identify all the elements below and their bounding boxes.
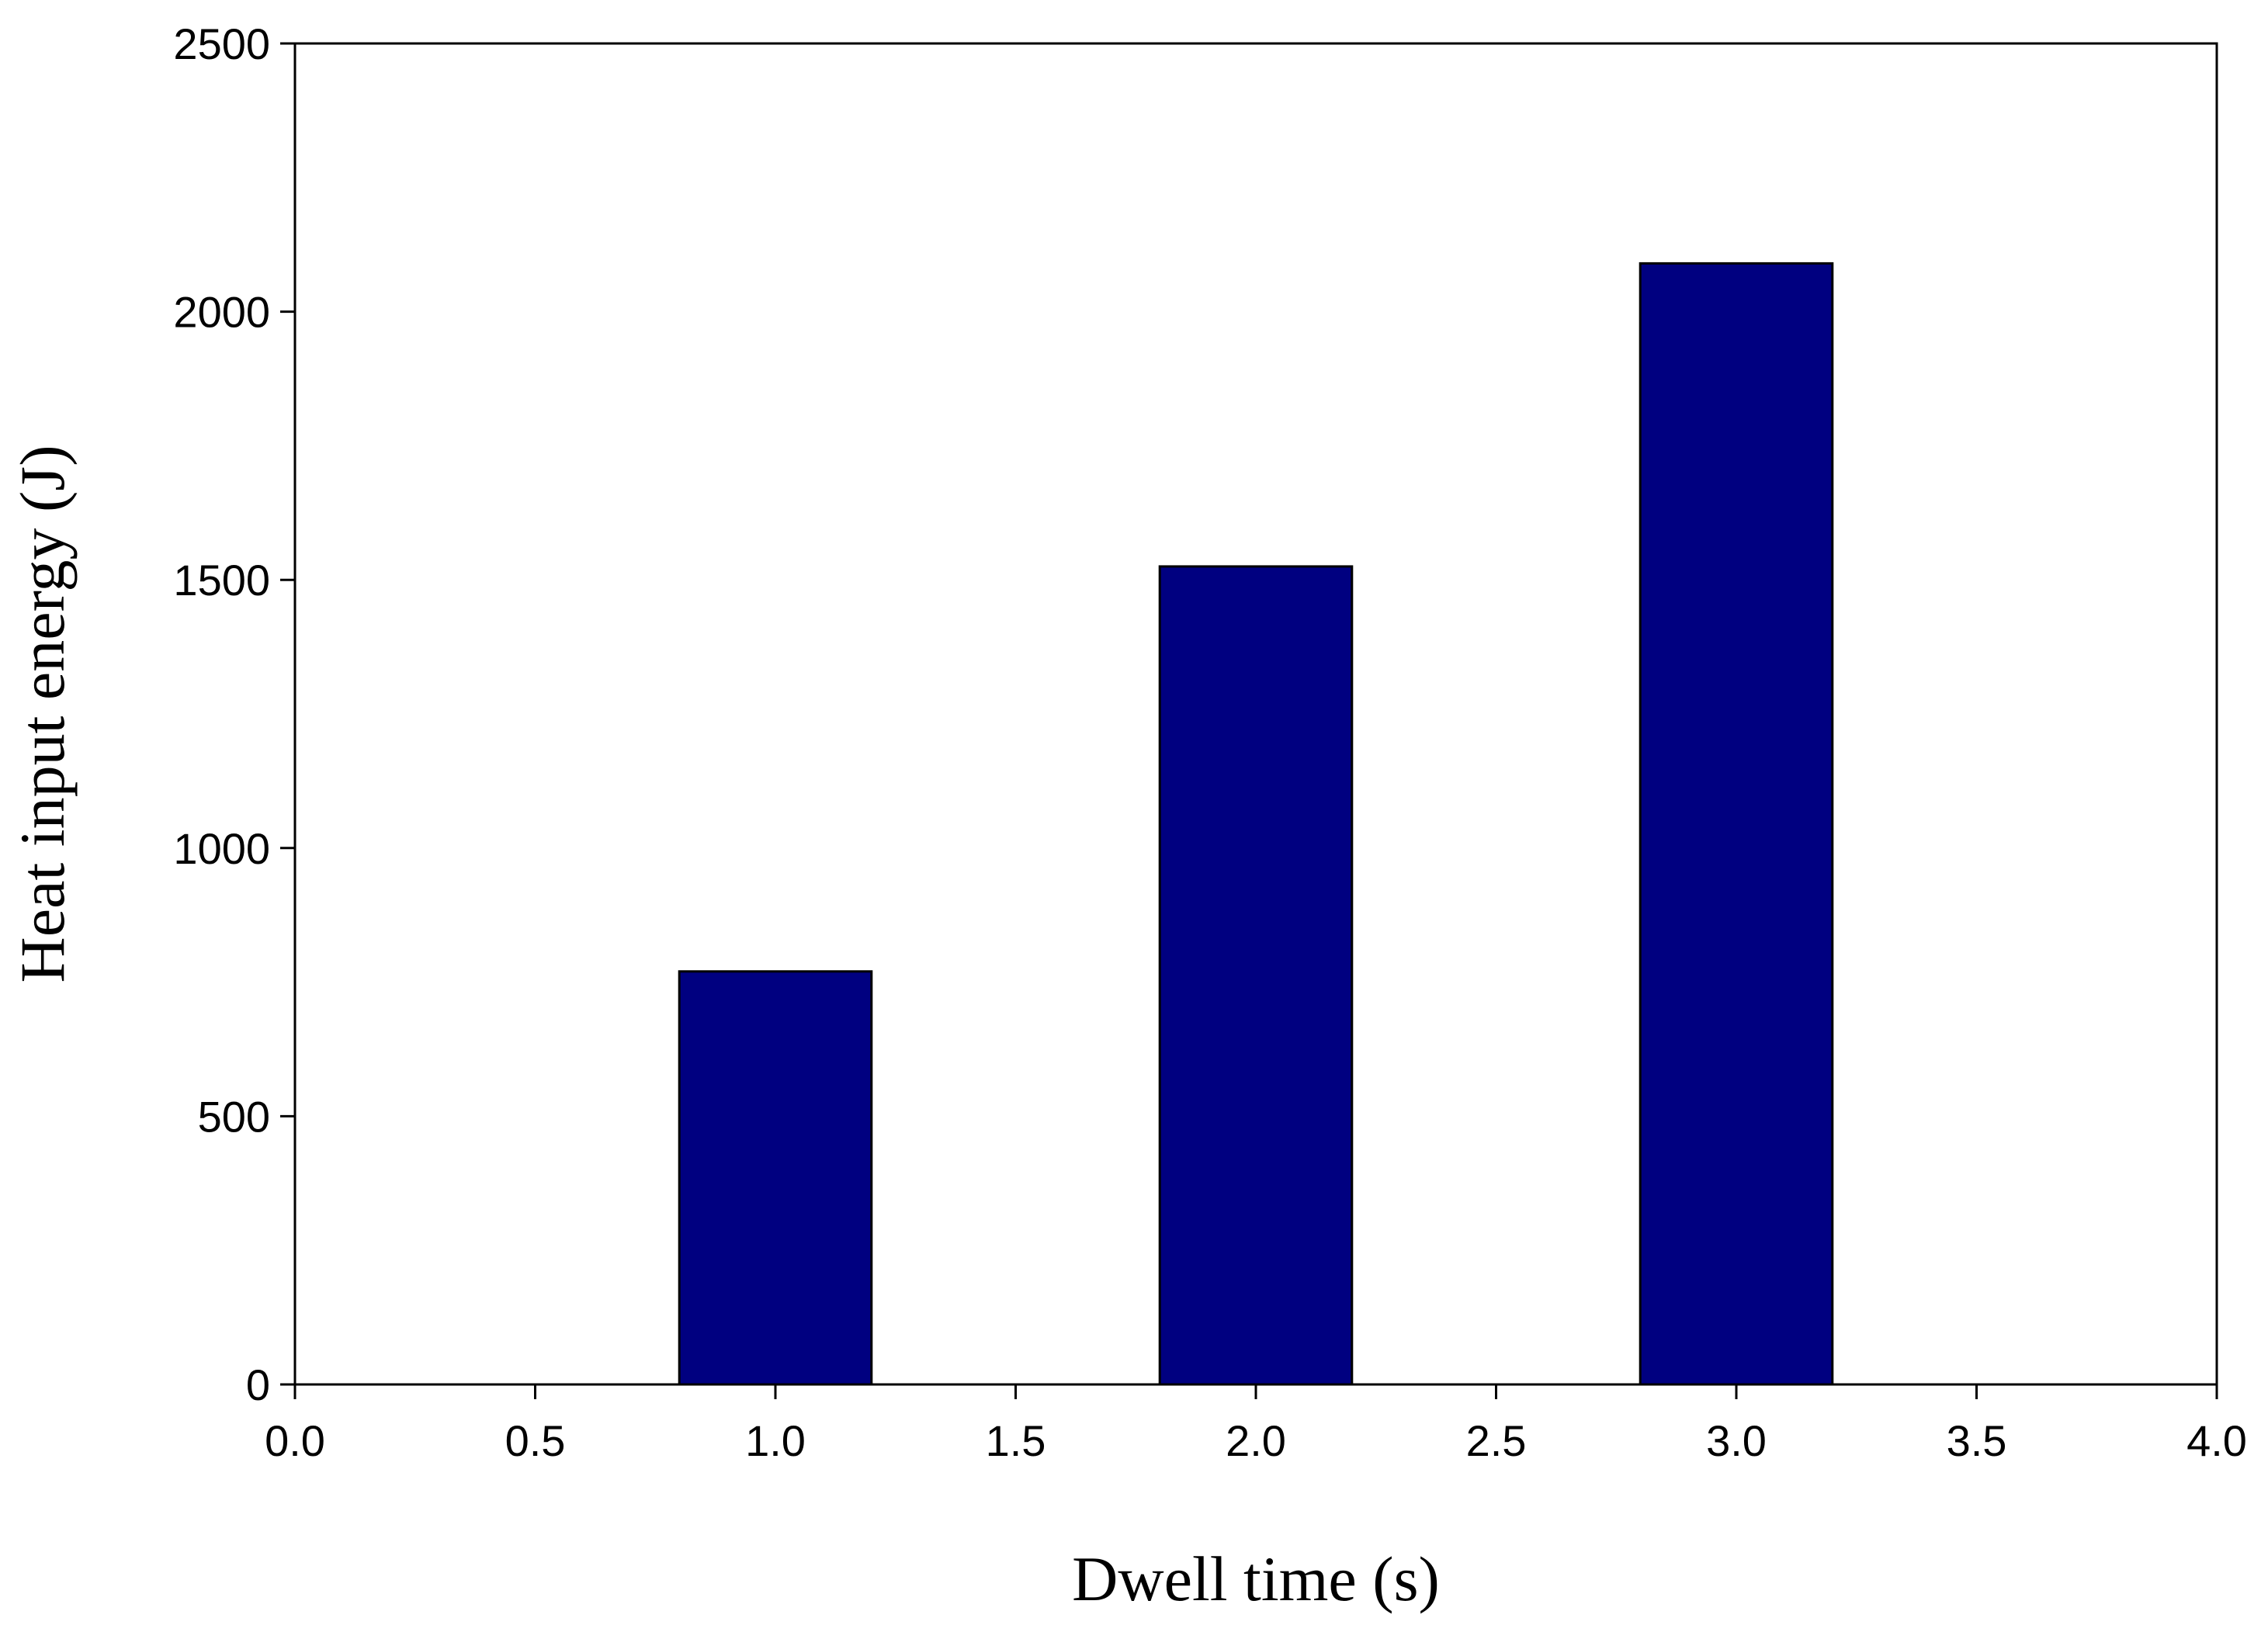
x-tick-label: 1.0 bbox=[745, 1416, 806, 1465]
x-tick-label: 0.5 bbox=[505, 1416, 566, 1465]
x-tick-label: 3.0 bbox=[1706, 1416, 1767, 1465]
x-axis-title: Dwell time (s) bbox=[1072, 1544, 1440, 1614]
x-tick-label: 0.0 bbox=[265, 1416, 325, 1465]
bar bbox=[1639, 262, 1834, 1386]
x-tick-label: 2.5 bbox=[1466, 1416, 1527, 1465]
bar bbox=[1158, 565, 1354, 1386]
y-axis-title: Heat input energy (J) bbox=[7, 445, 78, 983]
bar bbox=[678, 970, 873, 1386]
x-tick-label: 1.5 bbox=[986, 1416, 1046, 1465]
y-tick-label: 0 bbox=[246, 1360, 270, 1409]
x-tick-label: 2.0 bbox=[1226, 1416, 1286, 1465]
y-tick-label: 2000 bbox=[173, 288, 270, 337]
y-tick-label: 2500 bbox=[173, 19, 270, 68]
y-tick-label: 1500 bbox=[173, 556, 270, 605]
y-tick-label: 1000 bbox=[173, 824, 270, 873]
x-tick-label: 3.5 bbox=[1947, 1416, 2007, 1465]
y-tick-label: 500 bbox=[198, 1092, 270, 1141]
x-tick-label: 4.0 bbox=[2187, 1416, 2247, 1465]
